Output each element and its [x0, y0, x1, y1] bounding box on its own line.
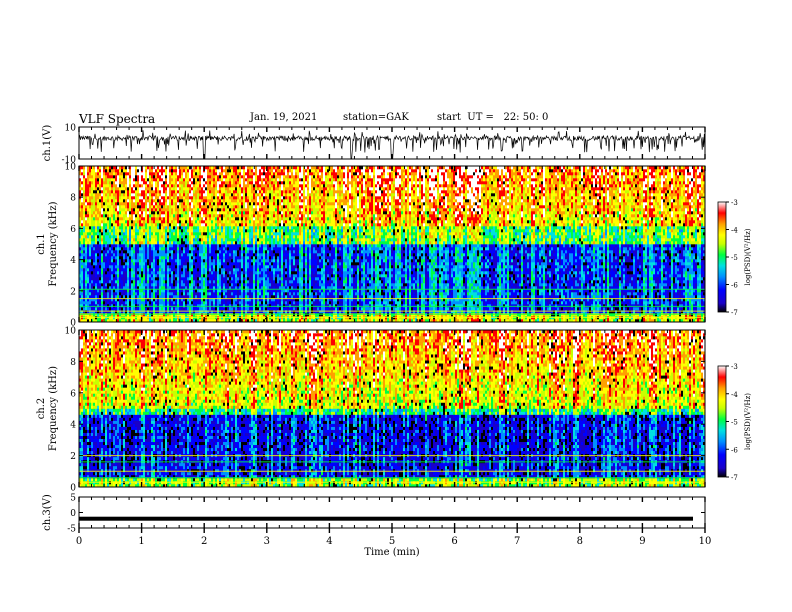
ch3-ytick-label: 0 — [70, 509, 76, 519]
xtick-label: 9 — [639, 536, 645, 547]
ch1-spec-ylabel: Frequency (kHz) — [48, 201, 59, 286]
colorbar-tick-label: -7 — [731, 309, 738, 317]
colorbar-tick-label: -3 — [731, 363, 738, 371]
xaxis-label: Time (min) — [364, 547, 419, 558]
xtick-label: 0 — [76, 536, 82, 547]
ch1-spec-ylabel: ch.1 — [36, 233, 47, 255]
ch3-ylabel: ch.3(V) — [42, 494, 53, 531]
colorbar-tick-label: -5 — [731, 254, 738, 262]
colorbar-tick-label: -5 — [731, 419, 738, 427]
colorbar-2 — [718, 366, 726, 477]
ch2-spec-ylabel: Frequency (kHz) — [48, 366, 59, 451]
xtick-label: 6 — [451, 536, 457, 547]
ch1-ylabel: ch.1(V) — [42, 125, 53, 162]
colorbar-tick-label: -7 — [731, 474, 738, 482]
xtick-label: 5 — [389, 536, 395, 547]
colorbar-1 — [718, 202, 726, 312]
xtick-label: 2 — [201, 536, 207, 547]
colorbar-tick-label: -4 — [731, 227, 738, 235]
xtick-label: 4 — [326, 536, 332, 547]
xtick-label: 3 — [264, 536, 270, 547]
colorbar-tick-label: -6 — [731, 282, 738, 290]
ch2-spec-ytick-label: 10 — [65, 327, 77, 337]
ch3-trace — [79, 517, 693, 521]
colorbar-tick-label: -4 — [731, 391, 738, 399]
xtick-label: 7 — [514, 536, 520, 547]
xtick-label: 8 — [577, 536, 583, 547]
colorbar-label: log(PSD)(V²/Hz) — [744, 228, 752, 285]
ch2-spec-ytick-label: 4 — [70, 421, 76, 431]
xtick-label: 1 — [138, 536, 144, 547]
ch2-spec-ylabel: ch.2 — [36, 398, 47, 420]
ch1-spec-ytick-label: 8 — [70, 194, 76, 204]
ch3-ytick-label: 5 — [70, 494, 76, 504]
colorbar-tick-label: -6 — [731, 446, 738, 454]
ch2-spec-ytick-label: 8 — [70, 358, 76, 368]
ch2-spec-ytick-label: 6 — [70, 389, 76, 399]
ch1-spectrogram-panel — [79, 166, 705, 322]
ch1-spec-ytick-label: 4 — [70, 256, 76, 266]
ch1-spec-ytick-label: 6 — [70, 225, 76, 235]
ch2-spec-ytick-label: 2 — [70, 452, 76, 462]
ch2-spec-ytick-label: 0 — [70, 484, 76, 494]
xtick-label: 10 — [699, 536, 712, 547]
ch1-spec-ytick-label: 10 — [65, 163, 77, 173]
ch3-ytick-label: -5 — [67, 525, 76, 535]
ch3-waveform-panel — [79, 517, 693, 521]
ch1-ytick-label: 10 — [65, 124, 77, 134]
colorbar-tick-label: -3 — [731, 199, 738, 207]
colorbar-label: log(PSD)(V²/Hz) — [744, 393, 752, 450]
ch2-spectrogram-panel — [79, 330, 705, 487]
ch1-spec-ytick-label: 2 — [70, 287, 76, 297]
